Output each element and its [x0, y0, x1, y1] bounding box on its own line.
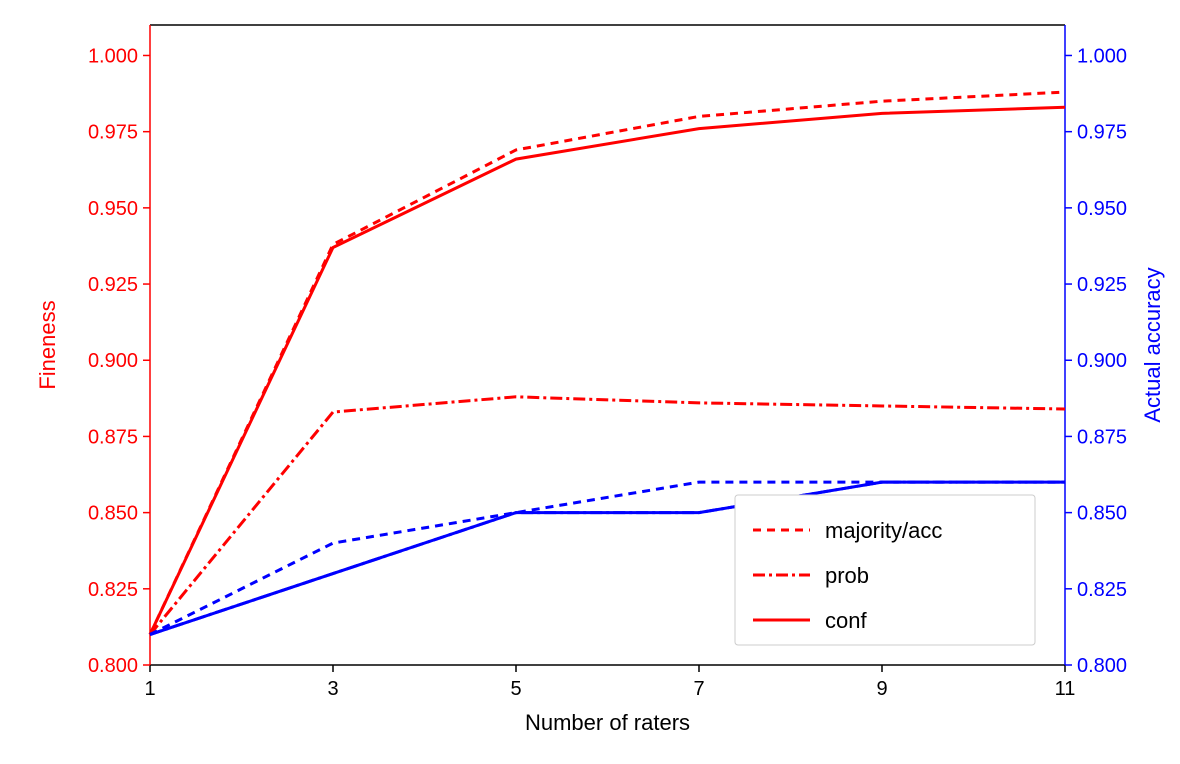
x-tick-label: 1 — [144, 678, 155, 700]
y-right-axis-label: Actual accuracy — [1140, 267, 1165, 422]
y-left-tick-label: 1.000 — [88, 45, 138, 67]
y-right-tick-label: 0.900 — [1077, 350, 1127, 372]
line-chart: 1 3 5 7 9 11 Number of raters 0.800 0.825 0.850 0.… — [0, 0, 1180, 764]
y-right-tick-label: 0.800 — [1077, 655, 1127, 677]
x-tick-label: 5 — [510, 678, 521, 700]
y-left-tick-label: 0.925 — [88, 274, 138, 296]
chart-container: 1 3 5 7 9 11 Number of raters 0.800 0.825 0.850 0.… — [0, 0, 1180, 764]
y-left-tick-label: 0.900 — [88, 350, 138, 372]
x-tick-label: 9 — [876, 678, 887, 700]
legend-label: prob — [825, 563, 869, 588]
y-right-tick-label: 0.825 — [1077, 579, 1127, 601]
x-axis-label: Number of raters — [525, 710, 690, 735]
y-right-tick-label: 0.925 — [1077, 274, 1127, 296]
y-left-tick-label: 0.800 — [88, 655, 138, 677]
x-tick-label: 11 — [1055, 678, 1076, 700]
y-left-axis-label: Fineness — [35, 300, 60, 389]
legend-label: majority/acc — [825, 518, 942, 543]
y-left-tick-label: 0.850 — [88, 503, 138, 525]
y-right-tick-label: 1.000 — [1077, 45, 1127, 67]
y-right-tick-label: 0.950 — [1077, 198, 1127, 220]
y-left-tick-label: 0.825 — [88, 579, 138, 601]
legend: majority/acc prob conf — [735, 495, 1035, 645]
y-right-tick-label: 0.975 — [1077, 122, 1127, 144]
legend-label: conf — [825, 608, 867, 633]
y-right-tick-label: 0.850 — [1077, 503, 1127, 525]
y-left-tick-label: 0.950 — [88, 198, 138, 220]
x-tick-label: 7 — [693, 678, 704, 700]
x-tick-label: 3 — [327, 678, 338, 700]
y-left-tick-label: 0.975 — [88, 122, 138, 144]
y-right-tick-label: 0.875 — [1077, 426, 1127, 448]
y-left-tick-label: 0.875 — [88, 426, 138, 448]
